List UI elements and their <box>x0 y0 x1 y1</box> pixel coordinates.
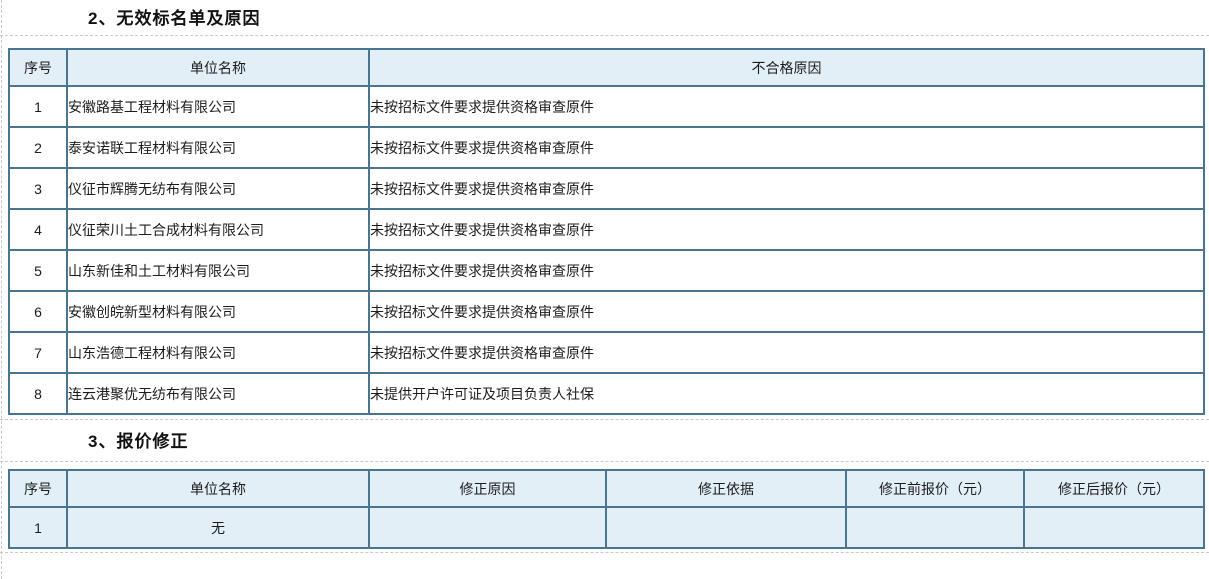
cell-corr-reason <box>368 506 607 549</box>
table-row: 3 仪征市辉腾无纺布有限公司 未按招标文件要求提供资格审查原件 <box>8 167 1205 210</box>
invalid-bids-table: 序号 单位名称 不合格原因 1 安徽路基工程材料有限公司 未按招标文件要求提供资… <box>8 48 1205 415</box>
dashed-separator <box>0 419 1209 420</box>
price-correction-table: 序号 单位名称 修正原因 修正依据 修正前报价（元） 修正后报价（元） 1 无 <box>8 469 1205 549</box>
column-header-reason: 不合格原因 <box>368 48 1205 87</box>
table-header-row: 序号 单位名称 不合格原因 <box>8 48 1205 87</box>
cell-seq-no: 4 <box>8 208 68 251</box>
section-title-invalid-bids: 2、无效标名单及原因 <box>88 9 261 28</box>
cell-seq-no: 1 <box>8 85 68 128</box>
cell-price-before <box>845 506 1025 549</box>
table-row: 7 山东浩德工程材料有限公司 未按招标文件要求提供资格审查原件 <box>8 331 1205 374</box>
cell-company: 安徽路基工程材料有限公司 <box>66 85 370 128</box>
cell-company: 仪征市辉腾无纺布有限公司 <box>66 167 370 210</box>
cell-reason: 未按招标文件要求提供资格审查原件 <box>368 126 1205 169</box>
table-row: 5 山东新佳和土工材料有限公司 未按招标文件要求提供资格审查原件 <box>8 249 1205 292</box>
cell-company: 泰安诺联工程材料有限公司 <box>66 126 370 169</box>
cell-company: 安徽创皖新型材料有限公司 <box>66 290 370 333</box>
column-header-price-before: 修正前报价（元） <box>845 469 1025 508</box>
cell-company: 仪征荣川土工合成材料有限公司 <box>66 208 370 251</box>
column-header-price-after: 修正后报价（元） <box>1023 469 1205 508</box>
dashed-separator <box>0 552 1209 553</box>
cell-company: 连云港聚优无纺布有限公司 <box>66 372 370 415</box>
cell-reason: 未按招标文件要求提供资格审查原件 <box>368 208 1205 251</box>
page-left-dashed-line <box>1 0 2 579</box>
cell-reason: 未按招标文件要求提供资格审查原件 <box>368 290 1205 333</box>
table-header-row: 序号 单位名称 修正原因 修正依据 修正前报价（元） 修正后报价（元） <box>8 469 1205 508</box>
cell-seq-no: 8 <box>8 372 68 415</box>
table-row: 6 安徽创皖新型材料有限公司 未按招标文件要求提供资格审查原件 <box>8 290 1205 333</box>
cell-reason: 未按招标文件要求提供资格审查原件 <box>368 331 1205 374</box>
table-row: 1 无 <box>8 506 1205 549</box>
dashed-separator <box>0 461 1209 462</box>
cell-seq-no: 7 <box>8 331 68 374</box>
cell-company: 山东新佳和土工材料有限公司 <box>66 249 370 292</box>
table-row: 2 泰安诺联工程材料有限公司 未按招标文件要求提供资格审查原件 <box>8 126 1205 169</box>
table-row: 8 连云港聚优无纺布有限公司 未提供开户许可证及项目负责人社保 <box>8 372 1205 415</box>
table-row: 4 仪征荣川土工合成材料有限公司 未按招标文件要求提供资格审查原件 <box>8 208 1205 251</box>
column-header-corr-basis: 修正依据 <box>605 469 847 508</box>
cell-seq-no: 2 <box>8 126 68 169</box>
section-title-price-correction: 3、报价修正 <box>88 432 189 451</box>
column-header-seq-no: 序号 <box>8 469 68 508</box>
table-row: 1 安徽路基工程材料有限公司 未按招标文件要求提供资格审查原件 <box>8 85 1205 128</box>
cell-seq-no: 6 <box>8 290 68 333</box>
column-header-company: 单位名称 <box>66 469 370 508</box>
cell-seq-no: 5 <box>8 249 68 292</box>
cell-seq-no: 3 <box>8 167 68 210</box>
cell-company: 山东浩德工程材料有限公司 <box>66 331 370 374</box>
cell-corr-basis <box>605 506 847 549</box>
cell-company: 无 <box>66 506 370 549</box>
dashed-separator <box>0 35 1209 36</box>
cell-price-after <box>1023 506 1205 549</box>
column-header-company: 单位名称 <box>66 48 370 87</box>
cell-reason: 未按招标文件要求提供资格审查原件 <box>368 85 1205 128</box>
cell-seq-no: 1 <box>8 506 68 549</box>
cell-reason: 未按招标文件要求提供资格审查原件 <box>368 249 1205 292</box>
column-header-seq-no: 序号 <box>8 48 68 87</box>
column-header-corr-reason: 修正原因 <box>368 469 607 508</box>
cell-reason: 未按招标文件要求提供资格审查原件 <box>368 167 1205 210</box>
cell-reason: 未提供开户许可证及项目负责人社保 <box>368 372 1205 415</box>
